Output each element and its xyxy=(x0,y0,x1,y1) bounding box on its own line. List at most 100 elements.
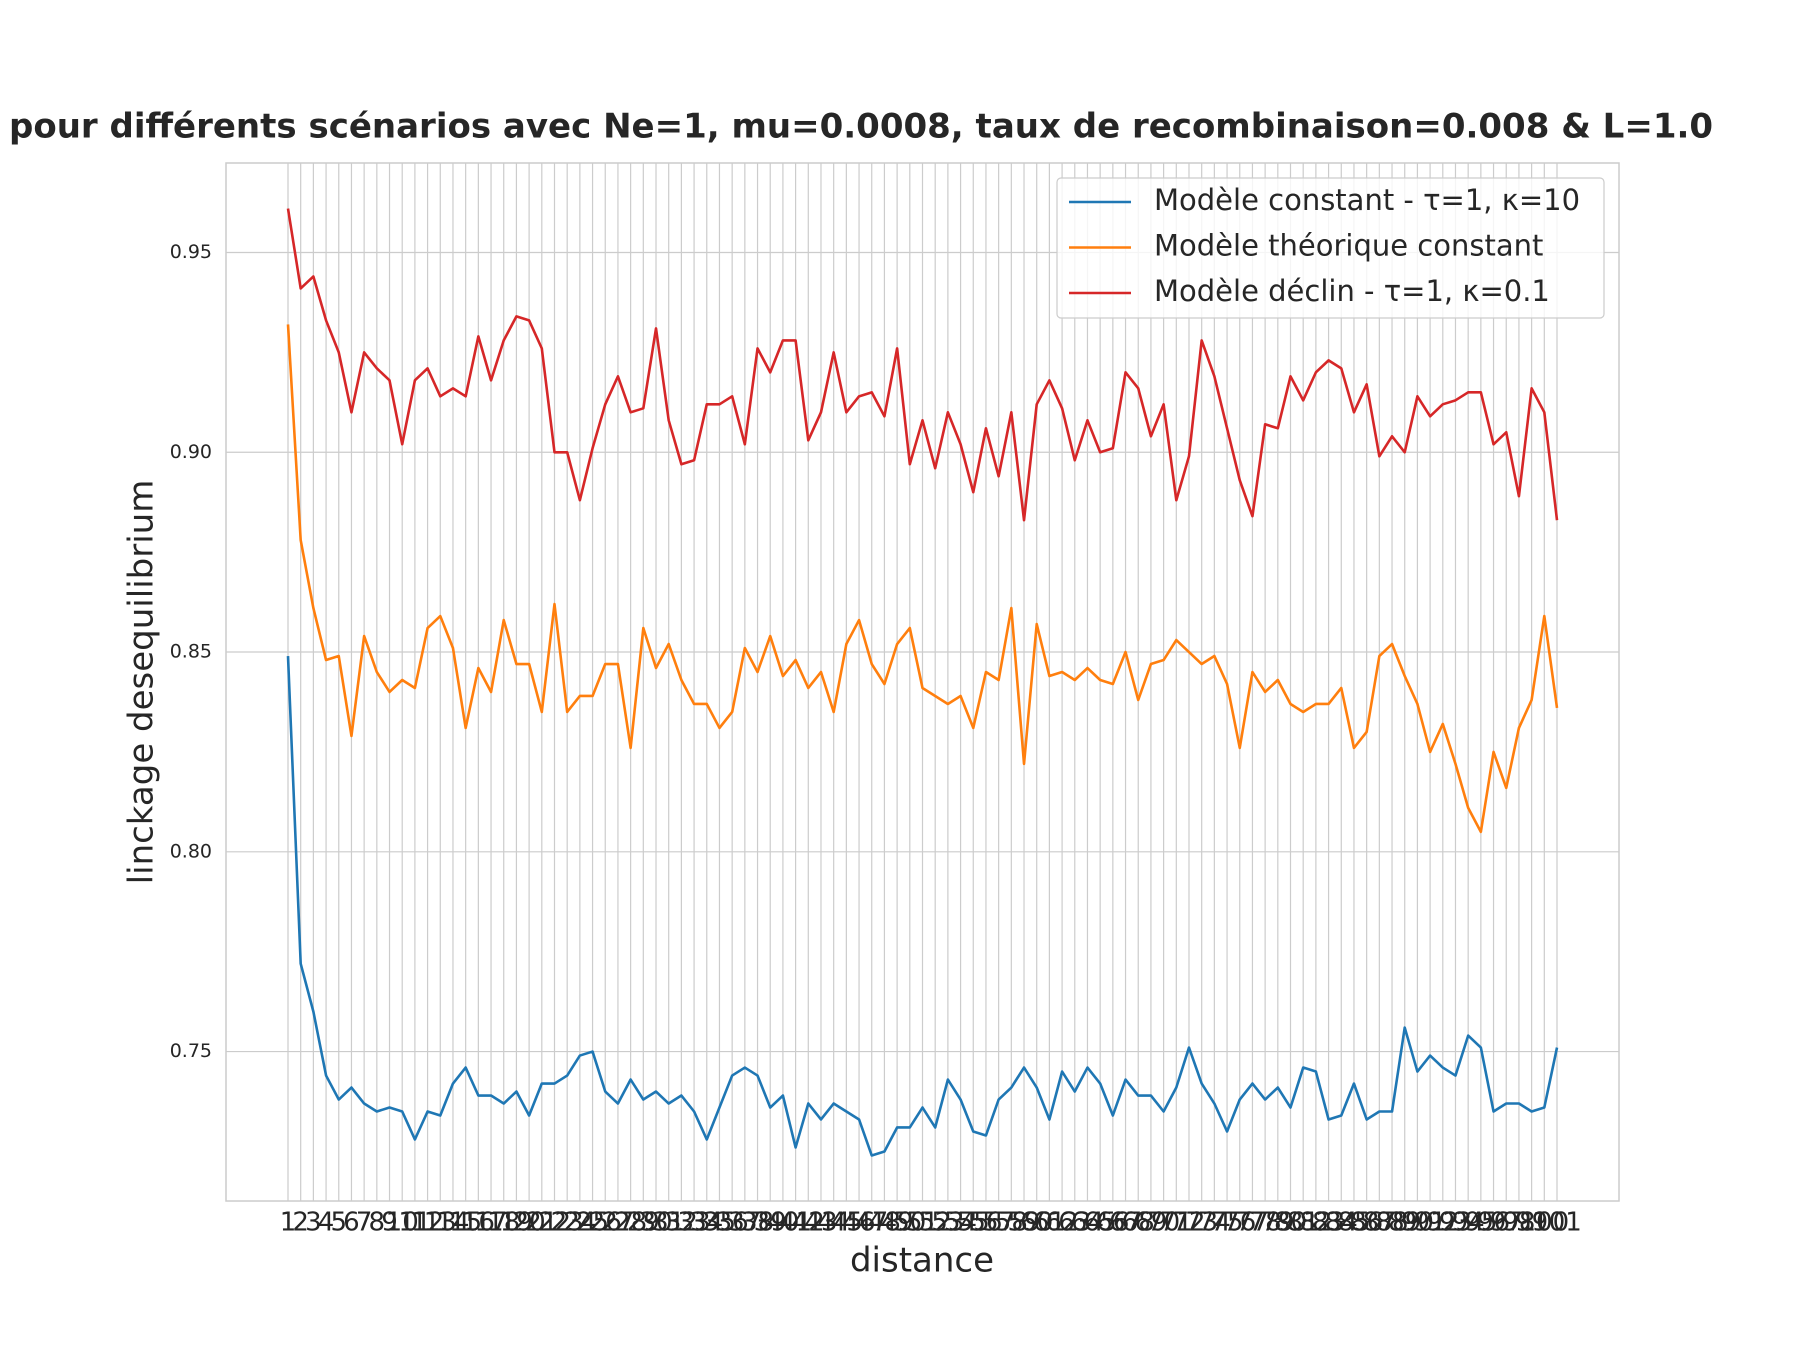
x-tick-label: 23 xyxy=(551,1208,584,1238)
x-tick-label: 63 xyxy=(1058,1208,1091,1238)
x-tick-label: 16 xyxy=(462,1208,495,1238)
x-tick-label: 88 xyxy=(1375,1208,1408,1238)
x-tick-label: 24 xyxy=(563,1208,596,1238)
y-tick-label: 0.95 xyxy=(170,241,212,263)
x-tick-label: 77 xyxy=(1236,1208,1269,1238)
x-tick-label: 68 xyxy=(1122,1208,1155,1238)
x-tick-label: 44 xyxy=(817,1208,850,1238)
x-tick-label: 65 xyxy=(1084,1208,1117,1238)
x-tick-label: 11 xyxy=(398,1208,431,1238)
line-series xyxy=(286,324,1559,834)
x-tick-label: 9 xyxy=(381,1208,398,1238)
x-tick-label: 75 xyxy=(1211,1208,1244,1238)
x-tick-label: 66 xyxy=(1096,1208,1129,1238)
y-tick-label: 0.75 xyxy=(170,1040,212,1062)
x-tick-label: 49 xyxy=(881,1208,914,1238)
x-tick-label: 13 xyxy=(424,1208,457,1238)
x-tick-label: 92 xyxy=(1426,1208,1459,1238)
x-tick-label: 59 xyxy=(1007,1208,1040,1238)
x-tick-label: 47 xyxy=(855,1208,888,1238)
x-tick-label: 81 xyxy=(1287,1208,1320,1238)
x-tick-label: 82 xyxy=(1299,1208,1332,1238)
x-tick-label: 14 xyxy=(436,1208,469,1238)
x-tick-label: 51 xyxy=(906,1208,939,1238)
x-tick-label: 25 xyxy=(576,1208,609,1238)
x-tick-label: 3 xyxy=(305,1208,322,1238)
x-tick-label: 72 xyxy=(1172,1208,1205,1238)
x-tick-label: 93 xyxy=(1439,1208,1472,1238)
x-tick-label: 4 xyxy=(318,1208,335,1238)
legend-label: Modèle constant - τ=1, κ=10 xyxy=(1154,183,1580,217)
x-tick-label: 84 xyxy=(1325,1208,1358,1238)
x-tick-label: 78 xyxy=(1249,1208,1282,1238)
y-tick-label: 0.85 xyxy=(170,641,212,663)
x-tick-label: 17 xyxy=(474,1208,507,1238)
x-tick-label: 54 xyxy=(944,1208,977,1238)
x-tick-label: 74 xyxy=(1198,1208,1231,1238)
x-tick-label: 37 xyxy=(728,1208,761,1238)
plot-frame xyxy=(225,162,1620,1202)
x-tick-label: 34 xyxy=(690,1208,723,1238)
x-tick-label: 32 xyxy=(665,1208,698,1238)
x-tick-label: 29 xyxy=(627,1208,660,1238)
x-tick-label: 57 xyxy=(982,1208,1015,1238)
x-tick-label: 45 xyxy=(830,1208,863,1238)
x-tick-label: 39 xyxy=(754,1208,787,1238)
x-tick-label: 64 xyxy=(1071,1208,1104,1238)
x-tick-label: 67 xyxy=(1109,1208,1142,1238)
x-tick-label: 53 xyxy=(931,1208,964,1238)
x-tick-label: 7 xyxy=(356,1208,373,1238)
x-tick-label: 70 xyxy=(1147,1208,1180,1238)
x-tick-label: 48 xyxy=(868,1208,901,1238)
x-tick-label: 95 xyxy=(1464,1208,1497,1238)
y-tick-label: 0.90 xyxy=(170,441,212,463)
x-tick-label: 1 xyxy=(280,1208,297,1238)
x-tick-label: 2 xyxy=(292,1208,309,1238)
x-tick-label: 80 xyxy=(1274,1208,1307,1238)
x-tick-label: 86 xyxy=(1350,1208,1383,1238)
x-tick-label: 61 xyxy=(1033,1208,1066,1238)
x-tick-label: 42 xyxy=(792,1208,825,1238)
legend-label: Modèle déclin - τ=1, κ=0.1 xyxy=(1154,274,1550,308)
x-tick-label: 28 xyxy=(614,1208,647,1238)
x-tick-label: 40 xyxy=(766,1208,799,1238)
x-tick-label: 22 xyxy=(538,1208,571,1238)
legend-label: Modèle théorique constant xyxy=(1154,229,1543,263)
x-tick-label: 98 xyxy=(1502,1208,1535,1238)
x-tick-label: 69 xyxy=(1134,1208,1167,1238)
x-tick-label: 58 xyxy=(995,1208,1028,1238)
x-tick-label: 43 xyxy=(804,1208,837,1238)
x-tick-label: 27 xyxy=(601,1208,634,1238)
line-series xyxy=(286,208,1559,522)
x-tick-label: 90 xyxy=(1401,1208,1434,1238)
x-tick-label: 73 xyxy=(1185,1208,1218,1238)
x-tick-label: 94 xyxy=(1452,1208,1485,1238)
x-tick-label: 79 xyxy=(1261,1208,1294,1238)
x-tick-label: 101 xyxy=(1532,1208,1582,1238)
chart-title: pour différents scénarios avec Ne=1, mu=… xyxy=(9,107,1713,147)
x-tick-label: 12 xyxy=(411,1208,444,1238)
y-tick-label: 0.80 xyxy=(170,840,212,862)
x-tick-label: 46 xyxy=(843,1208,876,1238)
x-tick-label: 5 xyxy=(330,1208,347,1238)
x-tick-label: 33 xyxy=(678,1208,711,1238)
x-tick-label: 50 xyxy=(893,1208,926,1238)
legend-box xyxy=(1056,177,1605,319)
x-tick-label: 71 xyxy=(1160,1208,1193,1238)
x-tick-label: 26 xyxy=(589,1208,622,1238)
x-tick-label: 76 xyxy=(1223,1208,1256,1238)
x-tick-label: 8 xyxy=(369,1208,386,1238)
x-tick-label: 19 xyxy=(500,1208,533,1238)
x-tick-label: 97 xyxy=(1490,1208,1523,1238)
x-tick-label: 100 xyxy=(1519,1208,1569,1238)
x-tick-label: 89 xyxy=(1388,1208,1421,1238)
x-tick-label: 41 xyxy=(779,1208,812,1238)
x-tick-label: 21 xyxy=(525,1208,558,1238)
x-tick-label: 96 xyxy=(1477,1208,1510,1238)
x-tick-label: 31 xyxy=(652,1208,685,1238)
x-tick-label: 30 xyxy=(639,1208,672,1238)
x-tick-label: 62 xyxy=(1046,1208,1079,1238)
x-tick-label: 83 xyxy=(1312,1208,1345,1238)
x-tick-label: 38 xyxy=(741,1208,774,1238)
